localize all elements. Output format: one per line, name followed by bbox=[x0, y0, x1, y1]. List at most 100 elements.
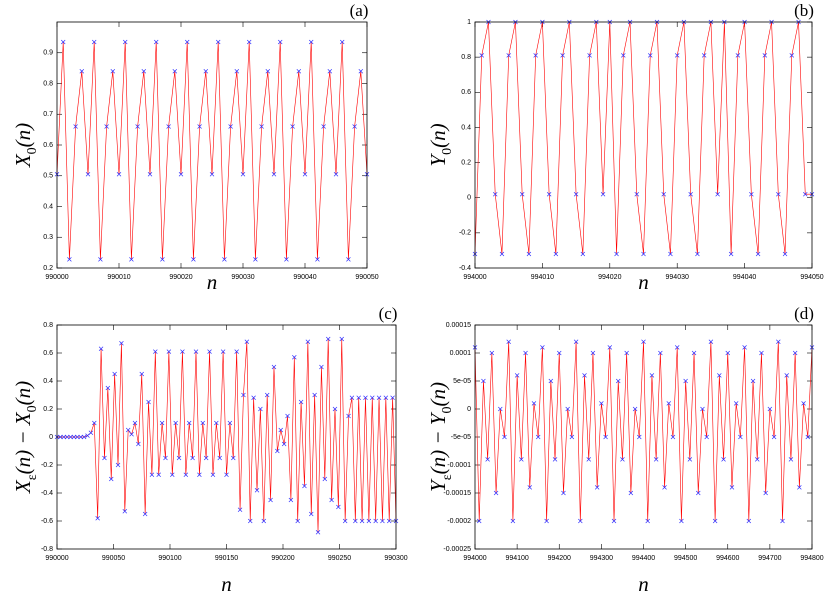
y-label-part: (n) bbox=[426, 123, 450, 148]
point-marker bbox=[159, 420, 165, 426]
point-marker bbox=[71, 434, 77, 440]
point-marker bbox=[733, 401, 739, 406]
x-tick-label: 990000 bbox=[45, 274, 68, 281]
point-marker bbox=[782, 251, 788, 257]
panel: 0.2 0.3 0.4 0.5 0.6 0.7 0.8 0.9 990000 990010 9900… bbox=[11, 1, 379, 294]
point-marker bbox=[197, 124, 202, 129]
y-label-part: (n) bbox=[11, 381, 35, 406]
point-marker bbox=[755, 251, 761, 257]
point-marker bbox=[628, 490, 634, 496]
point-marker bbox=[61, 434, 67, 440]
point-marker bbox=[569, 434, 575, 440]
point-marker bbox=[290, 124, 295, 129]
x-tick-label: 994050 bbox=[800, 274, 823, 281]
point-marker bbox=[220, 349, 226, 354]
point-marker bbox=[209, 171, 215, 177]
point-marker bbox=[759, 350, 764, 356]
point-marker bbox=[156, 472, 161, 478]
point-marker bbox=[560, 53, 565, 58]
point-marker bbox=[729, 485, 735, 490]
point-marker bbox=[98, 346, 104, 352]
point-marker bbox=[527, 485, 533, 490]
point-marker bbox=[292, 354, 297, 360]
point-marker bbox=[149, 472, 155, 478]
point-marker bbox=[254, 487, 260, 493]
point-marker bbox=[135, 124, 140, 129]
point-marker bbox=[336, 504, 341, 510]
x-tick-label: 994600 bbox=[716, 555, 739, 562]
point-marker bbox=[763, 490, 768, 496]
point-marker bbox=[767, 406, 773, 412]
y-label-subscript: 0 bbox=[25, 147, 40, 154]
point-marker bbox=[611, 518, 617, 524]
point-marker bbox=[68, 434, 73, 440]
point-marker bbox=[278, 427, 283, 433]
x-axis-label: n bbox=[638, 572, 649, 593]
y-axis-label: Xε(n) − X0(n) bbox=[11, 381, 40, 494]
point-marker bbox=[356, 395, 361, 401]
y-tick-label: 0.2 bbox=[461, 159, 471, 166]
point-marker bbox=[81, 434, 87, 440]
point-marker bbox=[645, 518, 650, 524]
point-marker bbox=[321, 124, 326, 129]
panel: -0.4 -0.2 0 0.2 0.4 0.6 0.8 1 994000 994010 994020… bbox=[426, 1, 824, 294]
point-marker bbox=[641, 251, 646, 257]
point-marker bbox=[776, 339, 781, 345]
point-marker bbox=[346, 413, 351, 419]
point-marker bbox=[358, 68, 364, 74]
point-marker bbox=[679, 518, 684, 524]
point-marker bbox=[210, 472, 216, 478]
point-marker bbox=[641, 339, 646, 345]
point-marker bbox=[319, 364, 324, 370]
point-marker bbox=[105, 385, 111, 391]
point-marker bbox=[332, 406, 338, 412]
point-marker bbox=[603, 434, 608, 440]
point-marker bbox=[661, 191, 666, 197]
point-marker bbox=[64, 434, 70, 440]
x-tick-label: 994040 bbox=[733, 274, 756, 281]
point-marker bbox=[514, 373, 520, 378]
point-marker bbox=[762, 53, 768, 58]
point-marker bbox=[79, 68, 85, 74]
point-marker bbox=[725, 350, 730, 356]
point-marker bbox=[251, 395, 256, 401]
point-marker bbox=[191, 257, 196, 262]
point-marker bbox=[746, 518, 752, 524]
point-marker bbox=[687, 457, 693, 462]
data-line bbox=[474, 21, 812, 254]
point-marker bbox=[91, 39, 97, 45]
y-label-subscript: 0 bbox=[440, 148, 455, 155]
point-marker bbox=[58, 434, 63, 440]
y-label-part: Y bbox=[426, 478, 450, 492]
point-marker bbox=[540, 345, 545, 350]
point-marker bbox=[573, 191, 579, 197]
point-marker bbox=[227, 420, 233, 426]
point-marker bbox=[277, 39, 283, 45]
point-marker bbox=[240, 171, 246, 177]
point-marker bbox=[728, 251, 734, 257]
point-marker bbox=[502, 434, 507, 440]
point-marker bbox=[333, 171, 339, 177]
point-marker bbox=[203, 68, 209, 74]
y-tick-label: -0.2 bbox=[41, 462, 53, 469]
point-marker bbox=[492, 191, 498, 197]
x-tick-label: 990020 bbox=[169, 274, 192, 281]
point-marker bbox=[186, 420, 192, 426]
point-marker bbox=[506, 339, 511, 345]
point-marker bbox=[184, 39, 190, 45]
point-marker bbox=[717, 373, 722, 378]
point-marker bbox=[163, 455, 168, 461]
point-marker bbox=[308, 39, 314, 45]
y-tick-label: 0.3 bbox=[43, 234, 53, 241]
point-marker bbox=[302, 483, 307, 489]
point-marker bbox=[207, 349, 212, 354]
point-marker bbox=[203, 455, 209, 461]
point-marker bbox=[349, 395, 355, 401]
point-marker bbox=[634, 191, 640, 197]
point-marker bbox=[244, 339, 250, 345]
point-marker bbox=[476, 518, 482, 524]
y-tick-label: 0 bbox=[467, 195, 471, 202]
y-label-part: Y bbox=[426, 153, 450, 167]
x-axis-label: n bbox=[207, 270, 218, 294]
